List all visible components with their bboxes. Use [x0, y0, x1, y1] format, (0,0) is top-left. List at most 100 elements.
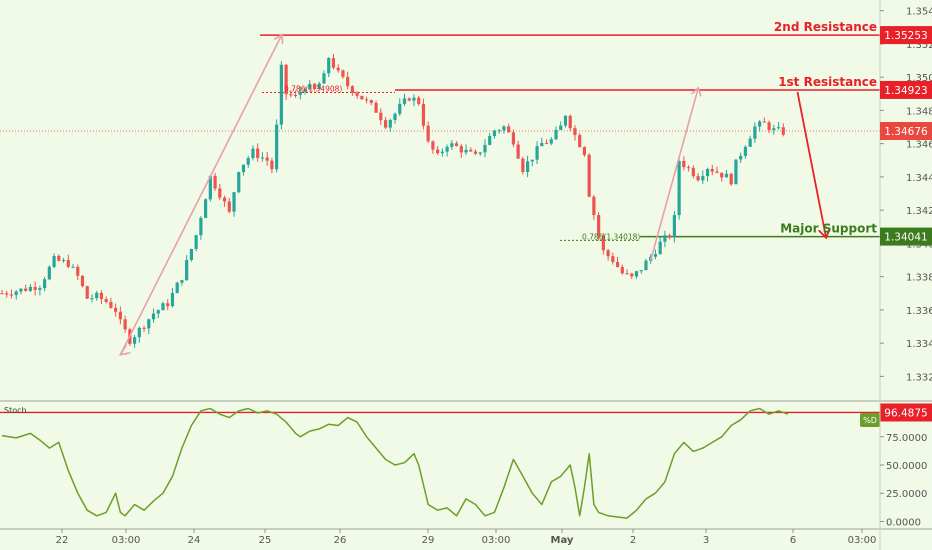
candle-body: [293, 94, 298, 96]
candle-body: [748, 138, 752, 147]
candle-body: [634, 271, 639, 277]
candle-body: [374, 102, 378, 113]
candle-body: [90, 298, 94, 300]
candle-body: [734, 159, 738, 185]
2nd-resistance-price-tag: 1.35253: [880, 26, 932, 45]
candle-body: [478, 152, 482, 154]
candle-body: [402, 98, 407, 104]
candle-body: [653, 254, 658, 257]
y-tick-label: 1.35400: [906, 7, 932, 18]
candle-body: [132, 337, 137, 344]
candle-body: [459, 146, 463, 153]
candle-body: [668, 235, 672, 238]
candle-body: [753, 126, 757, 139]
y-tick-label: 1.33400: [906, 339, 932, 350]
candle-body: [369, 100, 373, 103]
candle-body: [511, 132, 515, 145]
candle-body: [19, 288, 23, 292]
price-tag-bg: [880, 122, 932, 141]
candle-body: [568, 115, 572, 129]
candle-body: [445, 146, 449, 152]
candle-body: [559, 125, 563, 130]
candle-body: [355, 93, 359, 96]
candle-body: [208, 175, 212, 200]
candle-body: [118, 311, 122, 320]
candle-body: [379, 112, 383, 121]
candle-body: [312, 83, 317, 89]
candle-body: [43, 279, 47, 289]
candle-body: [691, 167, 695, 177]
candle-body: [151, 313, 156, 320]
candle-body: [5, 293, 9, 295]
y-tick-label: 1.33800: [906, 273, 932, 284]
labels: 2nd Resistance 1.35253 1st Resistance 1.349…: [284, 20, 932, 246]
candle-body: [578, 135, 582, 148]
candle-body: [109, 301, 113, 308]
candle-body: [76, 266, 80, 276]
candle-body: [592, 196, 596, 216]
candle-body: [308, 83, 312, 90]
candle-body: [516, 144, 520, 159]
price-tag-bg: [880, 26, 932, 45]
candle-body: [365, 99, 369, 101]
candle-body: [739, 155, 743, 160]
candle-body: [658, 241, 662, 255]
candle-body: [606, 250, 610, 257]
candle-body: [123, 319, 127, 330]
candle-body: [66, 259, 70, 267]
candle-body: [270, 160, 274, 170]
x-tick-label: 03:00: [112, 535, 141, 546]
candle-body: [232, 192, 236, 212]
arrow-down: [796, 91, 826, 237]
price-tag-text: 1.35253: [884, 30, 927, 42]
candle-body: [170, 293, 175, 307]
levels: [0, 34, 880, 241]
y-tick-label: 1.33200: [906, 372, 932, 383]
candle-body: [137, 327, 141, 338]
y-tick-label: 1.34200: [906, 206, 932, 217]
candle-body: [142, 327, 146, 329]
candle-body: [398, 103, 402, 114]
candle-body: [180, 280, 184, 283]
arrow-up: [649, 89, 698, 261]
candle-body: [147, 319, 151, 329]
candle-body: [222, 197, 227, 202]
stoch-series-tag: %D: [860, 413, 880, 427]
candle-body: [331, 58, 336, 68]
stoch-legend: Stoch: [4, 406, 27, 415]
candle-body: [554, 129, 558, 140]
y-tick-label: 1.34600: [906, 140, 932, 151]
candle-body: [758, 121, 762, 127]
candle-body: [28, 286, 33, 291]
candle-body: [393, 113, 397, 120]
candle-body: [682, 160, 686, 168]
candle-body: [710, 169, 714, 172]
candle-body: [544, 143, 549, 145]
candle-body: [469, 149, 473, 152]
candle-body: [114, 307, 118, 312]
price-tag-bg: [880, 227, 932, 246]
candle-body: [492, 130, 497, 137]
candle-body: [336, 67, 340, 71]
candle-body: [275, 124, 279, 170]
candle-body: [573, 128, 577, 136]
candle-body: [360, 95, 364, 100]
candle-body: [440, 151, 444, 154]
candle-body: [33, 286, 37, 290]
candle-body: [237, 172, 241, 193]
candle-body: [279, 64, 283, 125]
candle-body: [99, 292, 104, 300]
candle-body: [436, 149, 440, 154]
candle-body: [601, 235, 605, 251]
candle-body: [502, 126, 506, 131]
candle-body: [284, 64, 288, 95]
stoch-tick-label: 75.0000: [886, 433, 927, 444]
x-tick-label: 3: [703, 535, 709, 546]
candle-body: [715, 171, 719, 173]
x-tick-label: 26: [334, 535, 347, 546]
price-tag-text: 1.34041: [884, 232, 927, 244]
price-tag-text: 1.34676: [884, 126, 928, 138]
price-tag-bg: [880, 80, 932, 99]
candle-body: [620, 266, 624, 274]
